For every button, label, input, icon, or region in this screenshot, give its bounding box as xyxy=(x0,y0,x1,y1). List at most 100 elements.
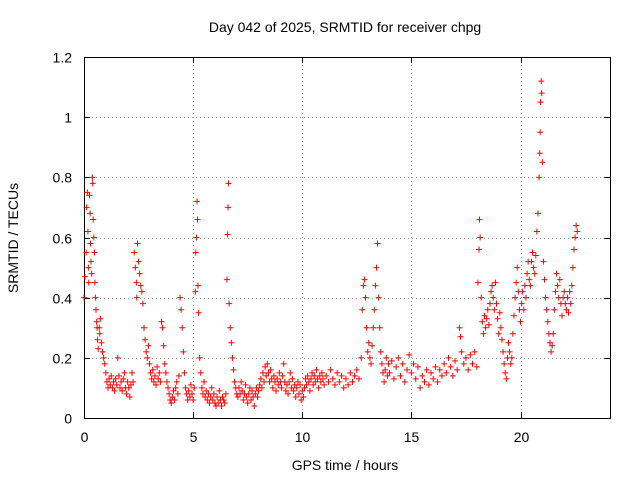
data-point xyxy=(83,204,90,211)
data-point xyxy=(147,369,154,376)
data-point xyxy=(249,387,256,394)
data-point xyxy=(171,396,178,403)
data-point xyxy=(362,294,369,301)
data-point xyxy=(102,369,109,376)
data-point xyxy=(257,375,264,382)
data-point xyxy=(384,372,391,379)
data-point xyxy=(234,393,241,400)
data-point xyxy=(563,306,570,313)
data-point xyxy=(460,360,467,367)
data-point xyxy=(513,279,520,286)
data-point xyxy=(390,375,397,382)
data-point xyxy=(247,396,254,403)
data-point xyxy=(133,279,140,286)
data-point xyxy=(85,264,92,271)
data-point xyxy=(138,288,145,295)
x-tick-label: 5 xyxy=(190,429,198,445)
data-point xyxy=(319,375,326,382)
data-point xyxy=(93,318,100,325)
data-point xyxy=(194,282,201,289)
data-point xyxy=(253,384,260,391)
data-point xyxy=(383,354,390,361)
data-point xyxy=(477,234,484,241)
data-point xyxy=(124,378,131,385)
data-point xyxy=(419,372,426,379)
data-point xyxy=(135,258,142,265)
data-point xyxy=(512,294,519,301)
data-point xyxy=(386,369,393,376)
data-point xyxy=(445,354,452,361)
data-point xyxy=(393,363,400,370)
data-point xyxy=(208,384,215,391)
data-point xyxy=(97,315,104,322)
data-point xyxy=(316,372,323,379)
data-point xyxy=(380,369,387,376)
data-point xyxy=(312,378,319,385)
data-point xyxy=(570,246,577,253)
data-point xyxy=(491,306,498,313)
data-point xyxy=(538,78,545,85)
data-point xyxy=(428,369,435,376)
data-point xyxy=(305,378,312,385)
data-point xyxy=(454,366,461,373)
data-point xyxy=(317,378,324,385)
data-point xyxy=(539,159,546,166)
data-point xyxy=(243,393,250,400)
data-point xyxy=(358,354,365,361)
data-point xyxy=(256,381,263,388)
data-point xyxy=(186,393,193,400)
data-point xyxy=(492,279,499,286)
data-point xyxy=(103,378,110,385)
data-point xyxy=(225,180,232,187)
data-point xyxy=(412,375,419,382)
data-point xyxy=(552,288,559,295)
data-point xyxy=(550,330,557,337)
data-point xyxy=(166,390,173,397)
data-point xyxy=(91,279,98,286)
data-point xyxy=(366,354,373,361)
data-point xyxy=(441,360,448,367)
data-point xyxy=(195,309,202,316)
data-point xyxy=(125,384,132,391)
data-point xyxy=(229,354,236,361)
data-point xyxy=(158,318,165,325)
data-point xyxy=(87,210,94,217)
data-point xyxy=(216,387,223,394)
data-point xyxy=(169,393,176,400)
data-point xyxy=(279,372,286,379)
data-point xyxy=(269,384,276,391)
data-point xyxy=(331,381,338,388)
data-point xyxy=(569,264,576,271)
y-axis-label: SRMTID / TECUs xyxy=(5,183,21,293)
data-point xyxy=(310,381,317,388)
data-point xyxy=(273,387,280,394)
data-point xyxy=(340,384,347,391)
data-point xyxy=(408,369,415,376)
data-point xyxy=(291,381,298,388)
data-point xyxy=(87,258,94,265)
data-point xyxy=(364,348,371,355)
data-point xyxy=(554,282,561,289)
data-point xyxy=(109,384,116,391)
data-point xyxy=(503,375,510,382)
data-point xyxy=(204,396,211,403)
data-point xyxy=(145,342,152,349)
data-point xyxy=(275,381,282,388)
data-point xyxy=(82,273,89,280)
data-point xyxy=(526,276,533,283)
data-point xyxy=(108,372,115,379)
data-point xyxy=(231,378,238,385)
data-point xyxy=(447,363,454,370)
data-point xyxy=(528,258,535,265)
data-point xyxy=(184,396,191,403)
data-point xyxy=(178,306,185,313)
x-tick-label: 20 xyxy=(514,429,530,445)
data-point xyxy=(556,276,563,283)
data-point xyxy=(295,390,302,397)
data-point xyxy=(150,378,157,385)
data-point xyxy=(482,324,489,331)
data-point xyxy=(98,339,105,346)
data-point xyxy=(537,129,544,136)
data-point xyxy=(240,396,247,403)
data-point xyxy=(495,330,502,337)
